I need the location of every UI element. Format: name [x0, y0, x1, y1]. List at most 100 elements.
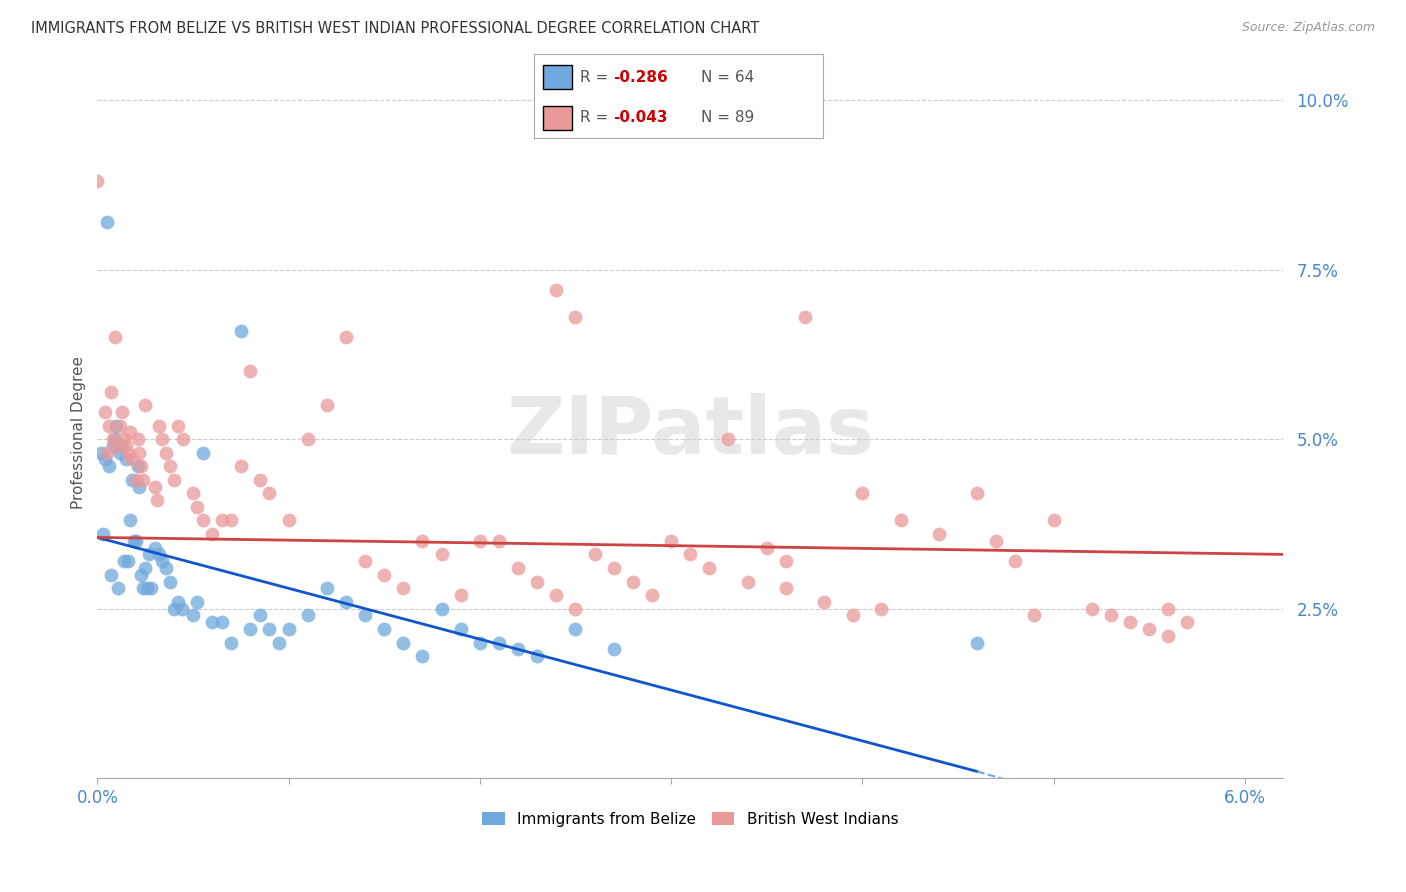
Point — [122, 533, 145, 548]
Point — [128, 445, 150, 459]
Point — [1157, 629, 1180, 643]
Point — [191, 445, 214, 459]
Point — [564, 310, 586, 324]
Point — [100, 567, 122, 582]
Point — [851, 486, 873, 500]
Point — [679, 548, 702, 562]
Point — [870, 601, 893, 615]
Point — [131, 459, 153, 474]
Point — [127, 459, 149, 474]
Point — [794, 310, 817, 324]
Point — [97, 459, 120, 474]
Point — [186, 595, 208, 609]
Point — [249, 473, 271, 487]
Point — [354, 554, 377, 568]
Point — [1119, 615, 1142, 630]
Point — [86, 174, 108, 188]
Point — [94, 405, 117, 419]
Point — [186, 500, 208, 514]
Point — [163, 473, 186, 487]
Point — [219, 635, 242, 649]
Point — [103, 432, 125, 446]
Point — [211, 615, 233, 630]
Point — [118, 425, 141, 440]
Point — [150, 432, 173, 446]
Point — [117, 554, 139, 568]
Point — [127, 432, 149, 446]
Point — [621, 574, 644, 589]
Point — [1177, 615, 1199, 630]
Point — [411, 649, 433, 664]
Point — [335, 595, 357, 609]
Point — [94, 452, 117, 467]
Point — [145, 493, 167, 508]
Point — [239, 622, 262, 636]
FancyBboxPatch shape — [543, 106, 572, 130]
Point — [96, 445, 118, 459]
Point — [1004, 554, 1026, 568]
Point — [96, 215, 118, 229]
Point — [450, 588, 472, 602]
Point — [928, 527, 950, 541]
Point — [131, 567, 153, 582]
Point — [105, 439, 128, 453]
Point — [155, 445, 177, 459]
Point — [121, 473, 143, 487]
Point — [966, 486, 988, 500]
Point — [717, 432, 740, 446]
Point — [277, 513, 299, 527]
Point — [143, 479, 166, 493]
Point — [105, 418, 128, 433]
Text: ZIPatlas: ZIPatlas — [506, 393, 875, 471]
Point — [112, 554, 135, 568]
Point — [775, 582, 797, 596]
Point — [468, 635, 491, 649]
Point — [166, 595, 188, 609]
Point — [373, 567, 395, 582]
Point — [110, 445, 132, 459]
Point — [229, 324, 252, 338]
Point — [297, 608, 319, 623]
Point — [163, 601, 186, 615]
Text: R =: R = — [581, 70, 613, 85]
Point — [755, 541, 778, 555]
FancyBboxPatch shape — [543, 65, 572, 89]
Point — [1099, 608, 1122, 623]
Point — [139, 582, 162, 596]
Point — [136, 582, 159, 596]
Point — [166, 418, 188, 433]
Point — [159, 574, 181, 589]
Point — [430, 601, 453, 615]
Text: IMMIGRANTS FROM BELIZE VS BRITISH WEST INDIAN PROFESSIONAL DEGREE CORRELATION CH: IMMIGRANTS FROM BELIZE VS BRITISH WEST I… — [31, 21, 759, 37]
Point — [159, 459, 181, 474]
Point — [699, 561, 721, 575]
Point — [1042, 513, 1064, 527]
Point — [111, 439, 134, 453]
Text: N = 64: N = 64 — [702, 70, 755, 85]
Point — [411, 533, 433, 548]
Point — [97, 418, 120, 433]
Point — [201, 527, 224, 541]
Point — [134, 398, 156, 412]
Point — [110, 418, 132, 433]
Point — [603, 642, 626, 657]
Point — [890, 513, 912, 527]
Point — [354, 608, 377, 623]
Point — [450, 622, 472, 636]
Point — [842, 608, 865, 623]
Point — [986, 533, 1008, 548]
Point — [239, 364, 262, 378]
Point — [966, 635, 988, 649]
Point — [181, 608, 204, 623]
Point — [659, 533, 682, 548]
Point — [1137, 622, 1160, 636]
Legend: Immigrants from Belize, British West Indians: Immigrants from Belize, British West Ind… — [477, 805, 904, 833]
Text: -0.286: -0.286 — [613, 70, 668, 85]
Point — [101, 439, 124, 453]
Point — [267, 635, 290, 649]
Point — [1024, 608, 1046, 623]
Point — [128, 479, 150, 493]
Point — [101, 432, 124, 446]
Point — [117, 445, 139, 459]
Point — [603, 561, 626, 575]
